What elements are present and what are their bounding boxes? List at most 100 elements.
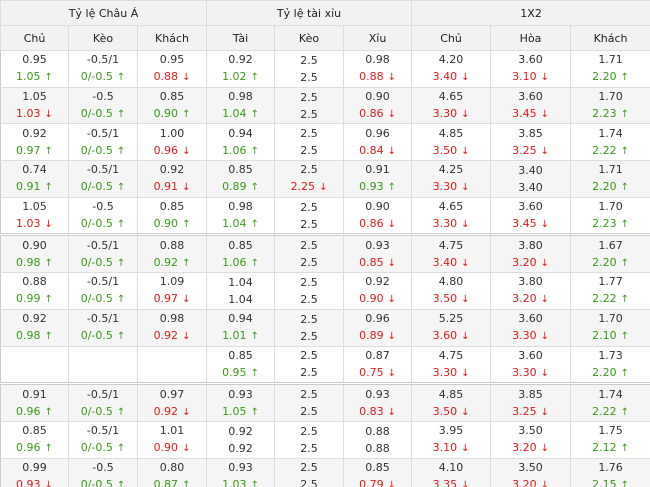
odds-cell: 0.85 0.95 ↑ — [206, 345, 276, 385]
odds-value: 1.05 — [22, 90, 47, 104]
odds-value: 2.5 — [300, 329, 318, 343]
opening-odds: 0.85 — [207, 161, 274, 178]
odds-value: 0.88 — [365, 441, 390, 455]
trend-arrow: ↓ — [44, 219, 53, 231]
odds-cell: 0.96 0.84 ↓ — [343, 123, 413, 162]
odds-cell: 3.60 3.30 ↓ — [490, 308, 572, 347]
odds-cell: 0.92 1.02 ↑ — [206, 50, 276, 88]
odds-value: 0/-0.5 — [80, 441, 113, 455]
odds-cell: 1.75 2.12 ↑ — [570, 420, 650, 459]
odds-cell: 4.20 3.40 ↓ — [411, 50, 492, 88]
odds-value: 2.5 — [300, 312, 318, 326]
opening-odds: 3.60 — [491, 88, 570, 105]
odds-cell: 1.77 2.22 ↑ — [570, 272, 650, 310]
opening-odds: 0.98 — [138, 310, 206, 327]
odds-value: 3.30 — [432, 365, 458, 379]
opening-odds: 0.80 — [138, 459, 206, 476]
odds-value: 4.65 — [438, 200, 464, 214]
group-header: Tỷ lệ Châu Á — [0, 0, 208, 26]
opening-odds: 0.98 — [207, 198, 274, 215]
odds-value: 4.20 — [438, 53, 464, 67]
opening-odds: 0.85 — [207, 347, 274, 364]
opening-odds: 2.5 — [275, 52, 343, 69]
trend-arrow: ↑ — [250, 145, 259, 157]
odds-value: 0.74 — [22, 163, 47, 177]
odds-cell: -0.5/1 0/-0.5 ↑ — [68, 160, 138, 198]
odds-value: 1.74 — [598, 387, 623, 401]
odds-value: 2.5 — [300, 239, 318, 253]
odds-cell: 0.93 0.85 ↓ — [343, 233, 413, 274]
live-odds: 3.20 ↓ — [491, 439, 570, 457]
live-odds: 0/-0.5 ↑ — [69, 327, 137, 345]
opening-odds: 0.98 — [344, 51, 411, 68]
opening-odds: -0.5 — [69, 88, 137, 105]
live-odds: 3.20 ↓ — [491, 290, 570, 308]
trend-arrow: ↓ — [461, 219, 470, 231]
live-odds: 2.22 ↑ — [571, 403, 650, 421]
live-odds: 0.89 ↓ — [344, 327, 411, 345]
odds-value: 4.10 — [438, 460, 464, 474]
opening-odds: 0.96 — [344, 125, 411, 142]
opening-odds: 3.60 — [491, 310, 570, 327]
odds-value: 0/-0.5 — [80, 70, 113, 84]
live-odds: 2.5 — [275, 476, 343, 487]
odds-value: 3.50 — [432, 292, 458, 306]
odds-value: 0.85 — [228, 348, 253, 362]
trend-arrow: ↓ — [387, 479, 396, 487]
opening-odds: 2.5 — [275, 347, 343, 364]
odds-cell: 0.87 0.75 ↓ — [343, 345, 413, 385]
odds-cell: 0.92 0.92 — [206, 420, 276, 459]
opening-odds: 1.73 — [571, 347, 650, 364]
column-header: Hòa — [490, 25, 572, 51]
opening-odds: 0.85 — [138, 198, 206, 215]
odds-value: 1.77 — [598, 275, 623, 289]
live-odds: 3.50 ↓ — [412, 142, 490, 160]
live-odds: 1.06 ↑ — [207, 142, 274, 160]
live-odds: 0.95 ↑ — [207, 364, 274, 382]
opening-odds: 0.85 — [1, 422, 68, 439]
odds-cell: 3.60 3.45 ↓ — [490, 196, 572, 236]
odds-row: 0.91 0.96 ↑ -0.5/1 0/-0.5 ↑ 0.97 0.92 ↓ 0.93 1.05 ↑… — [0, 382, 650, 422]
odds-value: 1.06 — [222, 255, 247, 269]
live-odds: 3.25 ↓ — [491, 142, 570, 160]
trend-arrow: ↑ — [620, 145, 629, 157]
odds-value: 0.91 — [22, 387, 47, 401]
odds-value: 2.5 — [300, 349, 318, 363]
trend-arrow: ↑ — [250, 219, 259, 231]
trend-arrow: ↑ — [620, 367, 629, 379]
live-odds: 3.10 ↓ — [491, 68, 570, 86]
trend-arrow: ↓ — [44, 479, 53, 487]
odds-value: 0.93 — [228, 387, 253, 401]
odds-cell: -0.5/1 0/-0.5 ↑ — [68, 382, 138, 422]
opening-odds: 1.77 — [571, 273, 650, 290]
trend-arrow: ↑ — [182, 219, 191, 231]
odds-cell: 3.80 3.20 ↓ — [490, 233, 572, 274]
odds-value: 0.90 — [153, 441, 179, 455]
odds-value: 3.60 — [518, 90, 543, 104]
opening-odds: 3.60 — [491, 347, 570, 364]
opening-odds: 1.05 — [1, 198, 68, 215]
opening-odds: 0.92 — [1, 310, 68, 327]
odds-cell: -0.5 0/-0.5 ↑ — [68, 196, 138, 236]
odds-cell: 2.5 2.5 — [274, 382, 345, 422]
odds-cell: 0.88 0.99 ↑ — [0, 272, 69, 310]
odds-row: 0.90 0.98 ↑ -0.5/1 0/-0.5 ↑ 0.88 0.92 ↑ 0.85 1.06 ↑… — [0, 233, 650, 274]
odds-cell: 0.85 0.89 ↑ — [206, 160, 276, 198]
odds-value: 2.22 — [592, 143, 617, 157]
trend-arrow: ↓ — [182, 182, 191, 194]
odds-value: 3.30 — [512, 329, 537, 343]
odds-value: 0.94 — [228, 126, 253, 140]
odds-value: 0.88 — [365, 424, 390, 438]
trend-arrow: ↓ — [540, 331, 549, 343]
odds-cell: 0.98 0.88 ↓ — [343, 50, 413, 88]
opening-odds: 0.93 — [344, 386, 411, 403]
live-odds: 0/-0.5 ↑ — [69, 476, 137, 487]
trend-arrow: ↑ — [620, 331, 629, 343]
odds-value: 0.96 — [16, 441, 41, 455]
odds-cell: 4.85 3.50 ↓ — [411, 123, 492, 162]
odds-cell: 2.5 2.5 — [274, 196, 345, 236]
trend-arrow: ↑ — [116, 443, 126, 455]
opening-odds: 1.71 — [571, 161, 650, 178]
